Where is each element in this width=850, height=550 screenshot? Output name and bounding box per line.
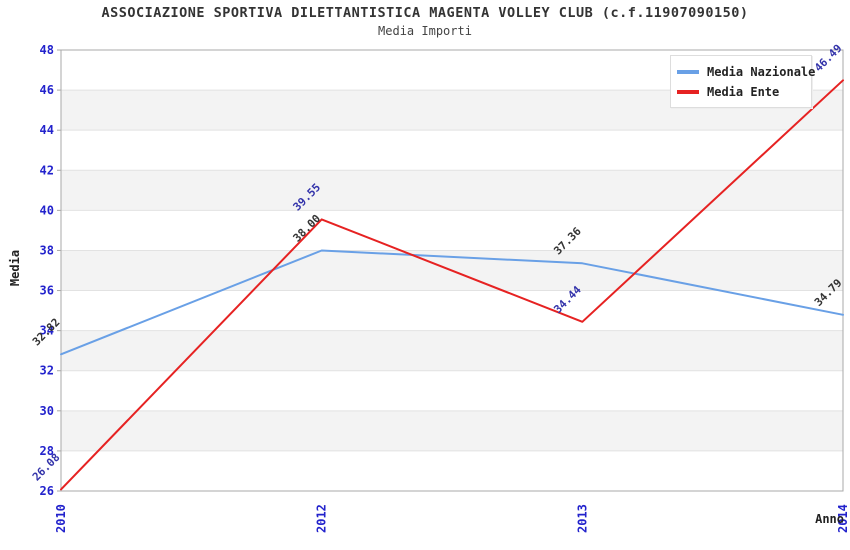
chart-title: ASSOCIAZIONE SPORTIVA DILETTANTISTICA MA… (101, 5, 749, 21)
y-tick-label: 38 (40, 243, 54, 257)
y-tick-label: 44 (40, 123, 54, 137)
plot-frame (60, 49, 844, 492)
y-tick-label: 28 (40, 444, 54, 458)
x-axis-title: Anno (815, 512, 844, 526)
y-tick-label: 42 (40, 163, 54, 177)
legend-item: Media Ente (677, 85, 803, 99)
y-tick-label: 32 (40, 364, 54, 378)
chart-subtitle: Media Importi (378, 24, 472, 38)
y-tick-label: 40 (40, 203, 54, 217)
series-line-media-nazionale (60, 249, 844, 356)
legend-item: Media Nazionale (677, 65, 815, 79)
point-label: 46.49 (812, 42, 845, 75)
y-tick-label: 48 (40, 43, 54, 57)
x-tick-label: 2014 (836, 504, 850, 533)
point-label: 38.00 (291, 212, 324, 245)
y-tick-label: 46 (40, 83, 54, 97)
x-tick-label: 2013 (575, 504, 589, 533)
y-tick-label: 26 (40, 484, 54, 498)
legend-swatch-icon (677, 70, 699, 74)
legend: Media Nazionale Media Ente (670, 55, 815, 108)
x-tick-label: 2010 (54, 504, 68, 533)
x-tick-label: 2012 (315, 504, 329, 533)
point-label: 32.82 (30, 316, 63, 349)
y-axis-title: Media (8, 249, 22, 287)
y-tick-label: 36 (40, 284, 54, 298)
grid-band (61, 170, 843, 211)
grid-band (61, 330, 843, 371)
grid-band (61, 410, 843, 451)
legend-swatch-icon (677, 90, 699, 94)
legend-item-label: Media Nazionale (707, 65, 816, 79)
series-line-media-ente (60, 79, 844, 491)
legend-item-label: Media Ente (707, 85, 780, 99)
y-tick-label: 34 (40, 324, 54, 338)
y-tick-label: 30 (40, 404, 54, 418)
